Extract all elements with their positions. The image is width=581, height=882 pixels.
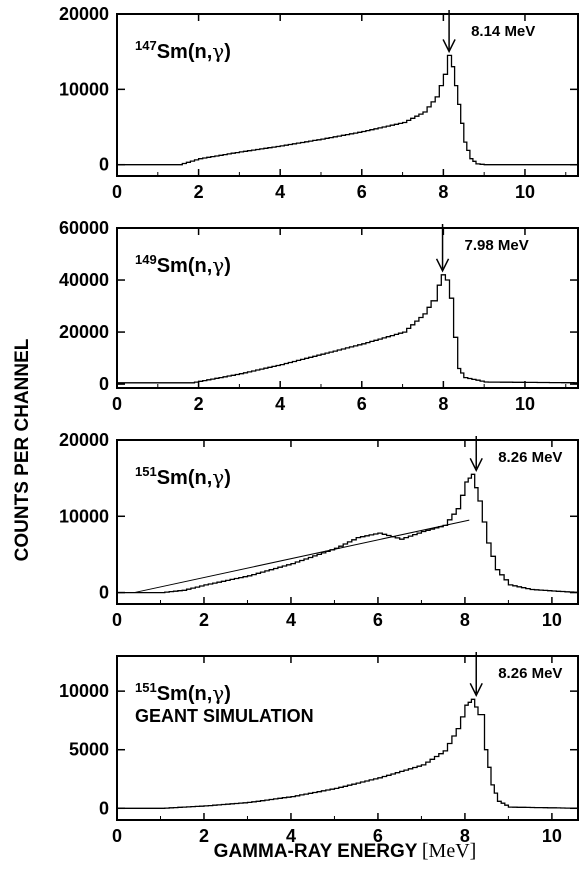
x-tick-label: 8 — [438, 394, 448, 414]
plot-frame — [116, 227, 579, 389]
plot-frame — [116, 655, 579, 821]
spectrum-curve — [117, 54, 578, 166]
y-tick-label: 0 — [99, 798, 109, 818]
x-tick-label: 10 — [542, 826, 562, 846]
x-tick-label: 4 — [275, 394, 285, 414]
y-tick-label: 40000 — [59, 270, 109, 290]
y-tick-label: 20000 — [59, 430, 109, 450]
peak-arrow-head — [469, 457, 483, 473]
x-axis-unit: [MeV] — [421, 840, 477, 862]
simulation-label: GEANT SIMULATION — [135, 706, 314, 726]
panel-3: 0 2 4 6 8 10 0 10000 20000 8.26 MeV 151Sm(n,γ) — [59, 430, 579, 630]
x-tick-label: 10 — [542, 610, 562, 630]
y-tick-label: 20000 — [59, 322, 109, 342]
x-tick-label: 8 — [438, 182, 448, 202]
fit-line — [134, 519, 470, 594]
x-tick-label: 0 — [112, 182, 122, 202]
reaction-label: 149Sm(n,γ) — [135, 252, 231, 277]
y-tick-label: 10000 — [59, 506, 109, 526]
y-tick-label: 0 — [99, 374, 109, 394]
panel-2: 0 2 4 6 8 10 0 20000 40000 60000 7.98 MeV 149Sm(n,γ… — [59, 218, 579, 414]
reaction-label: 151Sm(n,γ) — [135, 680, 231, 705]
x-tick-label: 0 — [112, 610, 122, 630]
x-tick-label: 2 — [194, 182, 204, 202]
plot-frame — [116, 13, 579, 177]
panel-1: 0 2 4 6 8 10 0 10000 20000 8.14 MeV 147Sm(n,γ) — [59, 4, 579, 202]
y-tick-label: 0 — [99, 583, 109, 603]
peak-energy-label: 8.26 MeV — [498, 665, 562, 682]
x-tick-label: 8 — [460, 610, 470, 630]
spectrum-curve — [117, 274, 578, 384]
peak-arrow-head — [442, 39, 456, 54]
x-axis-label: GAMMA-RAY ENERGY — [213, 841, 418, 862]
x-tick-label: 2 — [199, 610, 209, 630]
y-tick-label: 10000 — [59, 681, 109, 701]
x-tick-label: 0 — [112, 394, 122, 414]
x-tick-label: 6 — [373, 610, 383, 630]
x-tick-label: 4 — [286, 610, 296, 630]
peak-energy-label: 8.14 MeV — [471, 23, 535, 40]
x-tick-label: 8 — [460, 826, 470, 846]
y-tick-label: 0 — [99, 155, 109, 175]
peak-arrow-head — [435, 258, 450, 273]
x-tick-label: 0 — [112, 826, 122, 846]
reaction-label: 151Sm(n,γ) — [135, 464, 231, 489]
x-tick-label: 2 — [199, 826, 209, 846]
x-tick-label: 2 — [194, 394, 204, 414]
y-tick-label: 5000 — [69, 740, 109, 760]
reaction-label: 147Sm(n,γ) — [135, 38, 231, 63]
peak-energy-label: 8.26 MeV — [498, 449, 562, 466]
panel-4: 0 2 4 6 8 10 0 5000 10000 8.26 MeV 151Sm(n,γ)GEANT… — [59, 652, 579, 846]
peak-arrow-head — [469, 683, 483, 698]
x-tick-label: 4 — [275, 182, 285, 202]
spectrum-curve — [117, 473, 579, 594]
x-tick-label: 6 — [373, 826, 383, 846]
spectrum-curve — [117, 698, 579, 809]
x-tick-label: 6 — [357, 394, 367, 414]
x-tick-label: 10 — [515, 182, 535, 202]
x-axis-label-container: GAMMA-RAY ENERGY [MeV] — [110, 840, 580, 874]
y-tick-label: 60000 — [59, 218, 109, 238]
x-tick-label: 4 — [286, 826, 296, 846]
x-tick-label: 6 — [357, 182, 367, 202]
peak-energy-label: 7.98 MeV — [465, 237, 529, 254]
y-axis-label: COUNTS PER CHANNEL — [12, 338, 33, 561]
x-tick-label: 10 — [515, 394, 535, 414]
y-axis-label-container: COUNTS PER CHANNEL — [4, 200, 34, 700]
y-tick-label: 20000 — [59, 4, 109, 24]
y-tick-label: 10000 — [59, 79, 109, 99]
plot-frame — [116, 439, 579, 605]
